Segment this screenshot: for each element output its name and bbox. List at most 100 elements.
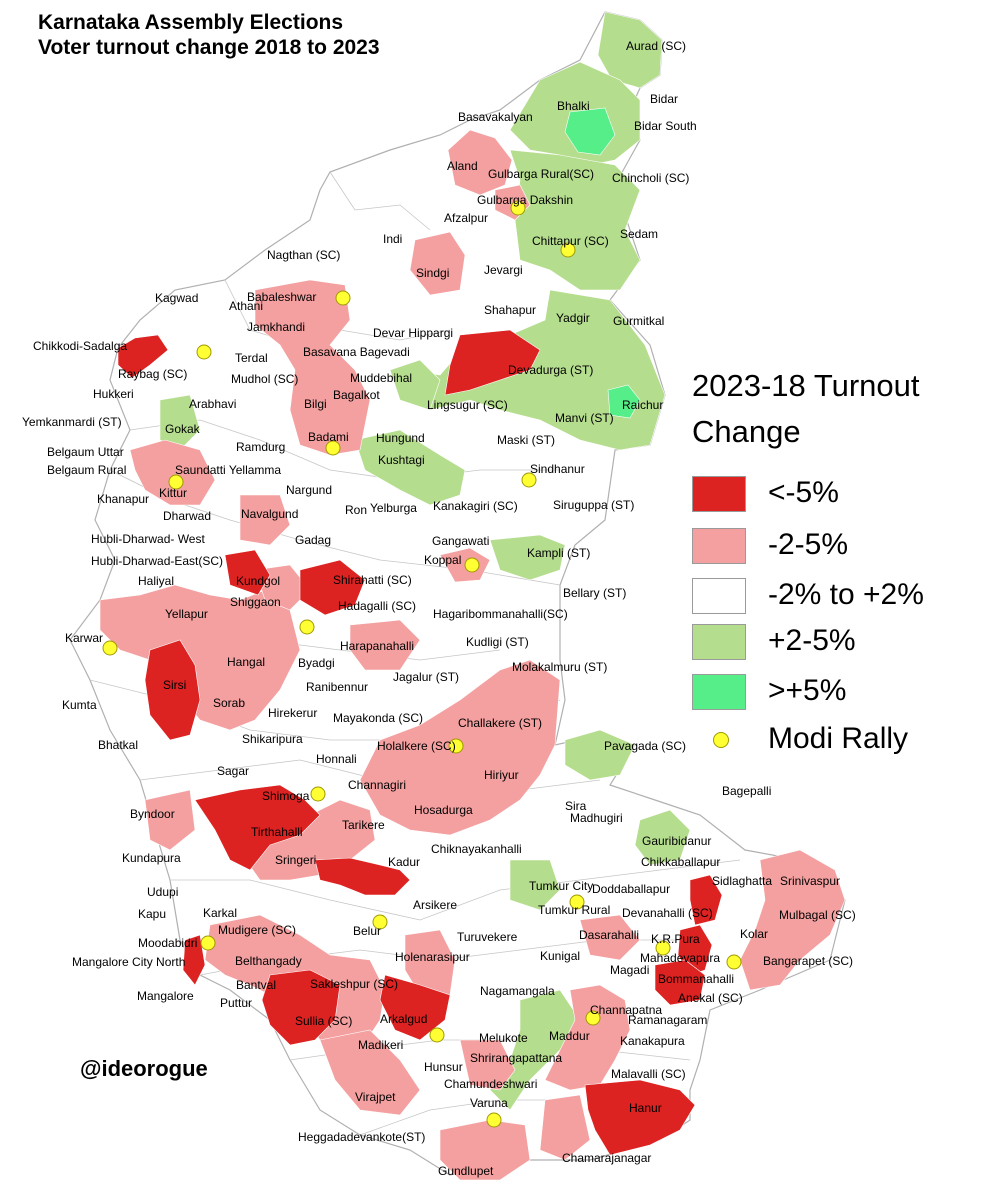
constituency-label: Hanur xyxy=(629,1101,662,1115)
region-sindgi xyxy=(409,231,466,296)
constituency-label: Kundgol xyxy=(236,574,280,588)
constituency-label: Chamarajanagar xyxy=(562,1151,651,1165)
constituency-label: Muddebihal xyxy=(350,371,412,385)
constituency-label: Magadi xyxy=(610,963,649,977)
legend-title-line2: Change xyxy=(692,414,801,449)
region-devadurga xyxy=(444,329,541,396)
region-madikeri xyxy=(319,1029,421,1116)
constituency-label: Kunigal xyxy=(540,949,580,963)
constituency-label: Bhatkal xyxy=(98,738,138,752)
region-devanahalli xyxy=(689,874,723,926)
constituency-label: Holenarasipur xyxy=(395,950,470,964)
constituency-label: Kittur xyxy=(159,486,187,500)
constituency-label: Kumta xyxy=(62,698,97,712)
constituency-label: Kanakagiri (SC) xyxy=(433,499,518,513)
constituency-label: Mulbagal (SC) xyxy=(779,908,856,922)
constituency-label: Belgaum Uttar xyxy=(47,445,124,459)
region-mangalore-city-north xyxy=(182,934,206,986)
rally-dot xyxy=(196,344,212,360)
region-tirthahalli xyxy=(194,784,321,871)
constituency-label: Basavana Bagevadi xyxy=(303,345,410,359)
constituency-label: Devanahalli (SC) xyxy=(622,906,713,920)
legend-label: >+5% xyxy=(768,674,847,707)
region-bommanahalli xyxy=(654,959,706,1006)
rally-dot xyxy=(168,474,184,490)
constituency-label: Mangalore xyxy=(137,989,194,1003)
constituency-label: Koppal xyxy=(424,553,461,567)
constituency-label: Hosadurga xyxy=(414,803,473,817)
constituency-label: Kundapura xyxy=(122,851,181,865)
constituency-label: Aland xyxy=(447,159,478,173)
constituency-label: Bommanahalli xyxy=(658,972,734,986)
constituency-label: Siruguppa (ST) xyxy=(553,498,634,512)
constituency-label: Jamkhandi xyxy=(247,320,305,334)
constituency-label: Hagaribommanahalli(SC) xyxy=(433,607,568,621)
constituency-label: Bellary (ST) xyxy=(563,586,626,600)
constituency-label: Karwar xyxy=(65,631,103,645)
constituency-label: Hungund xyxy=(376,431,425,445)
rally-dot xyxy=(510,200,526,216)
constituency-label: Anekal (SC) xyxy=(678,991,743,1005)
constituency-label: Kolar xyxy=(740,927,768,941)
constituency-label: Kadur xyxy=(388,855,420,869)
constituency-label: Chittapur (SC) xyxy=(532,234,609,248)
region-dasarahalli xyxy=(579,914,641,961)
constituency-label: Hubli-Dharwad- West xyxy=(91,532,205,546)
legend-label: -2-5% xyxy=(768,528,849,561)
region-sullia xyxy=(261,969,341,1046)
region-chikkodi-sadalga xyxy=(117,334,169,379)
constituency-label: Sindgi xyxy=(416,266,449,280)
constituency-label: Sedam xyxy=(620,227,658,241)
constituency-label: Shrirangapattana xyxy=(470,1051,562,1065)
region-pavagada xyxy=(564,729,636,781)
constituency-label: Maski (ST) xyxy=(497,433,555,447)
constituency-label: Belur xyxy=(353,924,381,938)
rally-dot xyxy=(372,914,388,930)
constituency-label: Bangarapet (SC) xyxy=(763,954,853,968)
constituency-label: Tumkur City xyxy=(529,879,593,893)
legend-rally-label: Modi Rally xyxy=(768,722,909,755)
region-srinivaspur-mulbagal xyxy=(739,849,846,991)
region-maddur-varuna xyxy=(489,989,581,1111)
constituency-label: Bagalkot xyxy=(333,388,380,402)
constituency-label: Challakere (ST) xyxy=(458,716,542,730)
region-kampli xyxy=(489,534,566,581)
constituency-label: Shiggaon xyxy=(230,595,281,609)
region-sirsi xyxy=(144,639,201,741)
constituency-label: Varuna xyxy=(470,1096,508,1110)
constituency-label: Arkalgud xyxy=(380,1012,427,1026)
constituency-label: Pavagada (SC) xyxy=(604,739,686,753)
constituency-label: Honnali xyxy=(316,752,357,766)
constituency-label: Hukkeri xyxy=(93,387,134,401)
constituency-label: Yemkanmardi (ST) xyxy=(22,415,122,429)
constituency-label: Byndoor xyxy=(130,807,175,821)
constituency-label: Khanapur xyxy=(97,492,149,506)
constituency-label: Gauribidanur xyxy=(642,834,711,848)
constituency-label: Devadurga (ST) xyxy=(508,363,593,377)
constituency-label: Athani xyxy=(229,299,263,313)
constituency-label: Hunsur xyxy=(424,1060,463,1074)
constituency-label: Badami xyxy=(308,430,349,444)
constituency-label: Bagepalli xyxy=(722,784,771,798)
region-shirahatti xyxy=(299,559,366,616)
constituency-label: Raybag (SC) xyxy=(118,367,187,381)
region-gauribidanur xyxy=(634,809,691,866)
constituency-label: Belthangady xyxy=(235,954,302,968)
rally-dot xyxy=(486,1112,502,1128)
constituency-label: Devar Hippargi xyxy=(373,326,453,340)
regions-plus-5 xyxy=(564,107,641,419)
constituency-label: Madhugiri xyxy=(570,811,623,825)
constituency-label: Tumkur Rural xyxy=(538,903,610,917)
region-shrirangapattana xyxy=(459,1039,516,1091)
constituency-label: Tirthahalli xyxy=(251,825,303,839)
constituency-label: Sakleshpur (SC) xyxy=(310,977,398,991)
constituency-label: Arsikere xyxy=(413,898,457,912)
constituency-label: Ramanagaram xyxy=(628,1013,707,1027)
constituency-label: Indi xyxy=(383,232,402,246)
region-aland xyxy=(447,129,513,196)
constituency-label: Molakalmuru (ST) xyxy=(512,660,607,674)
constituency-labels: Aurad (SC) Bhalki Bidar Basavakalyan Bid… xyxy=(22,39,856,1178)
constituency-label: Terdal xyxy=(235,351,268,365)
constituency-label: Bilgi xyxy=(304,397,327,411)
